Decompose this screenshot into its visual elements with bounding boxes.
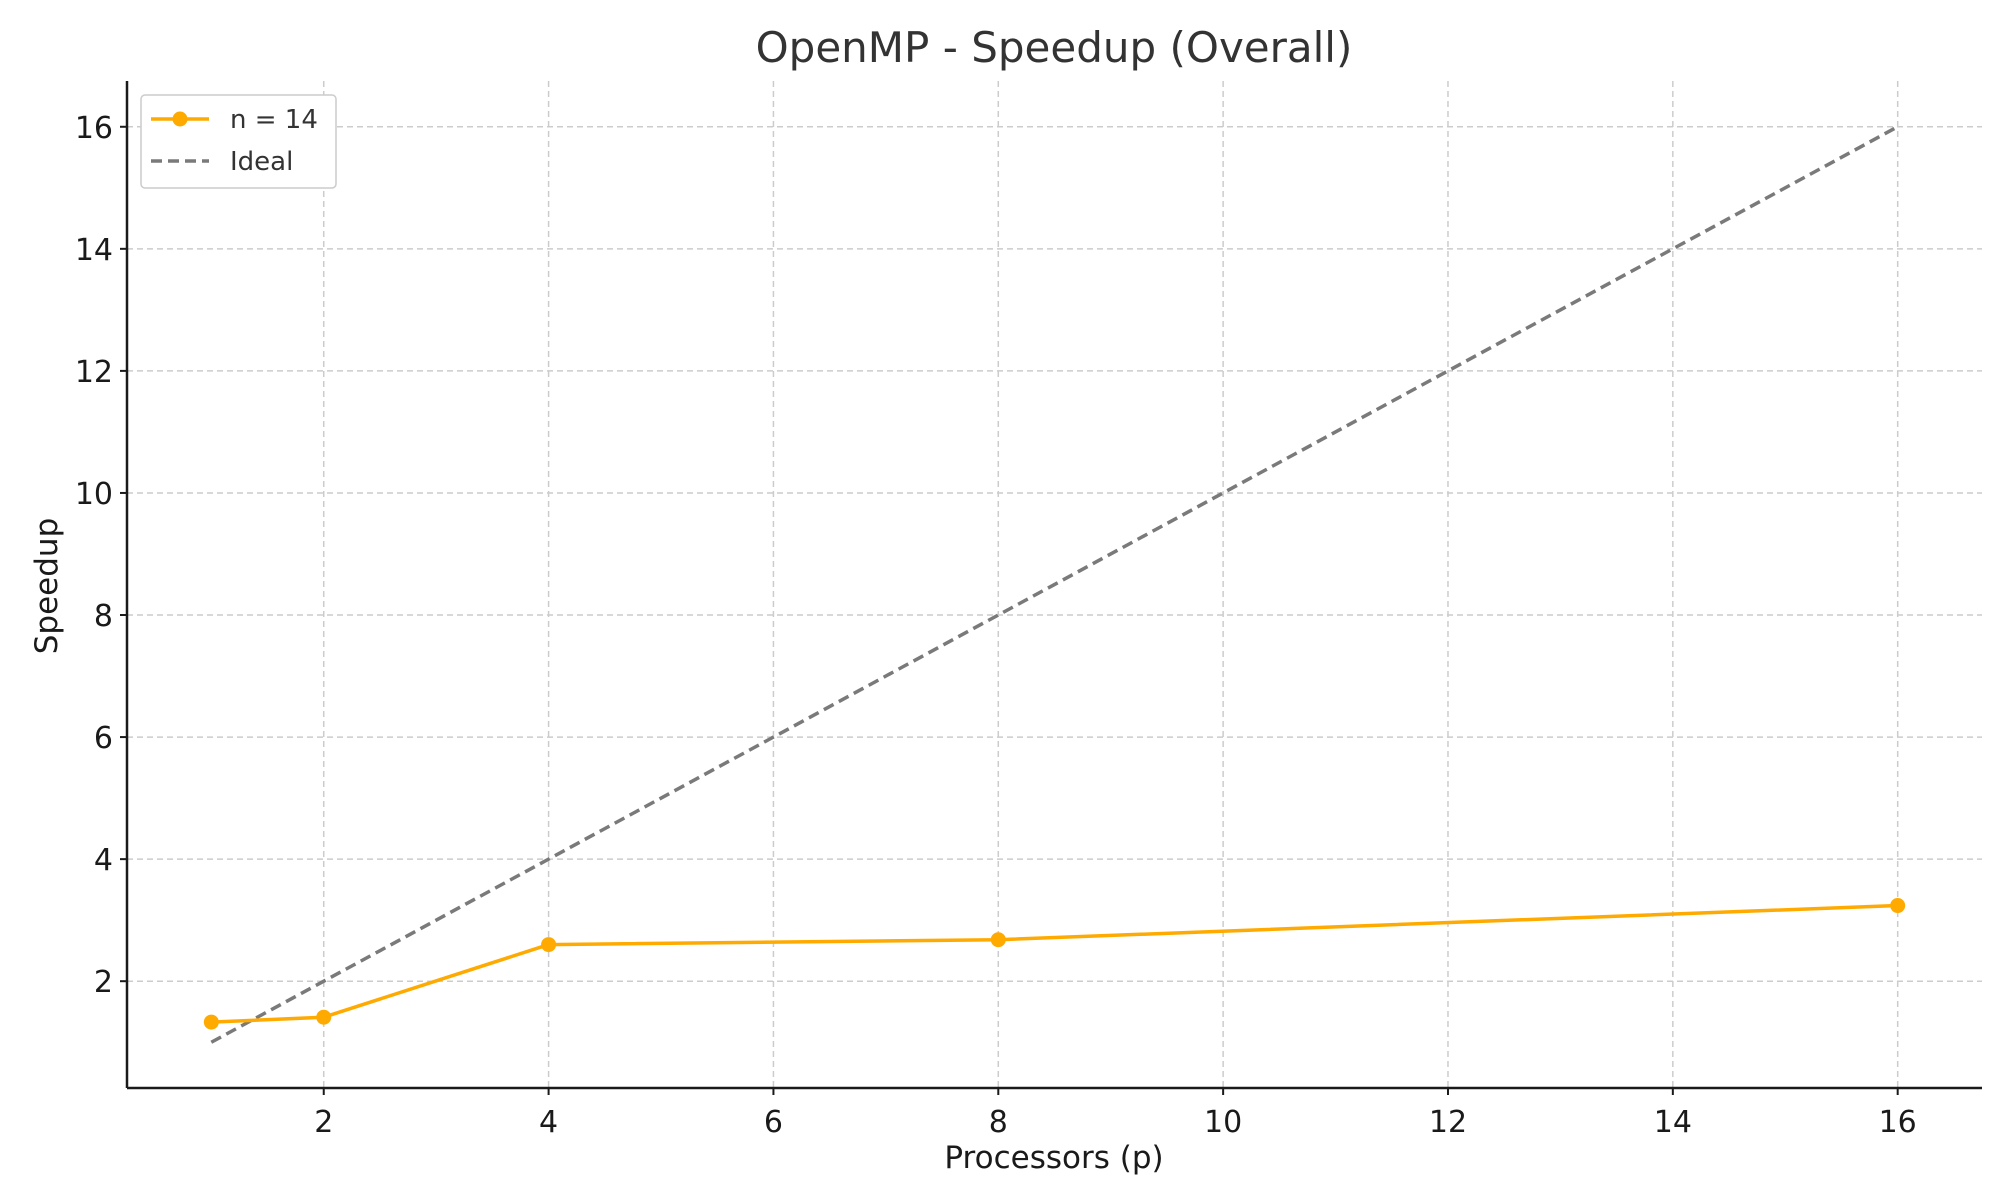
x-tick-label: 4: [539, 1105, 558, 1140]
data-point-n-14: [990, 932, 1006, 948]
chart-title: OpenMP - Speedup (Overall): [756, 23, 1353, 72]
legend-marker-n14: [172, 111, 188, 127]
y-tick-label: 8: [94, 599, 113, 634]
series-line-n-14: [211, 903, 1898, 1024]
y-tick-label: 12: [75, 355, 113, 390]
x-tick-label: 8: [989, 1105, 1008, 1140]
x-tick-label: 14: [1654, 1105, 1692, 1140]
x-tick-label: 2: [314, 1105, 333, 1140]
tick-labels: 2 4 6 8 10 12 14 16 2 4 6 8 10 12 14 16: [75, 111, 1917, 1140]
y-tick-label: 4: [94, 843, 113, 878]
x-tick-label: 12: [1429, 1105, 1467, 1140]
data-point-n-14: [316, 1009, 332, 1025]
x-tick-label: 6: [764, 1105, 783, 1140]
data-point-n-14: [203, 1014, 219, 1030]
x-axis-label: Processors (p): [944, 1140, 1163, 1176]
data-point-n-14: [1890, 898, 1906, 914]
legend-label-n14: n = 14: [230, 105, 318, 135]
y-tick-label: 2: [94, 965, 113, 1000]
grid-lines: [127, 81, 1982, 1088]
y-tick-label: 16: [75, 111, 113, 146]
x-tick-label: 10: [1204, 1105, 1242, 1140]
y-tick-label: 10: [75, 477, 113, 512]
data-point-n-14: [541, 937, 557, 953]
x-tick-label: 16: [1879, 1105, 1917, 1140]
y-tick-label: 6: [94, 721, 113, 756]
series-line-ideal: [210, 125, 1899, 1044]
y-tick-label: 14: [75, 233, 113, 268]
series-layer: [203, 125, 1906, 1044]
legend: n = 14 Ideal: [140, 94, 337, 189]
y-axis-label: Speedup: [29, 518, 65, 655]
legend-label-ideal: Ideal: [230, 147, 293, 177]
